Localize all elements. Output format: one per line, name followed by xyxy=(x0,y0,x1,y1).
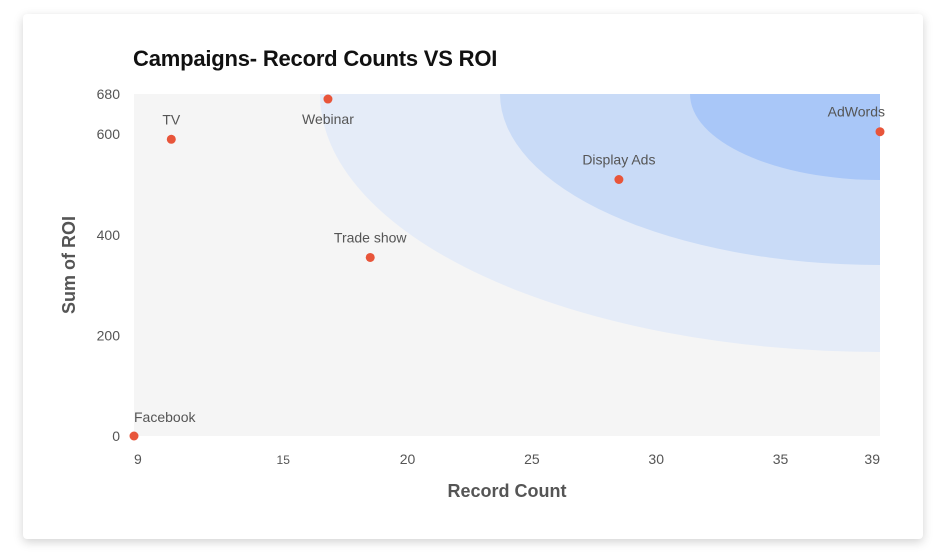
data-point-label: Webinar xyxy=(302,111,354,127)
x-tick-label: 20 xyxy=(400,451,416,467)
data-point-label: Facebook xyxy=(134,409,196,425)
x-axis-label: Record Count xyxy=(448,481,567,501)
x-tick-label: 9 xyxy=(134,451,142,467)
y-tick-label: 400 xyxy=(97,227,121,243)
x-tick-label: 35 xyxy=(773,451,789,467)
y-axis-ticks: 0 200 400 600 680 xyxy=(97,86,121,444)
x-axis-ticks: 9 15 20 25 30 35 39 xyxy=(134,451,880,467)
roi-band-3 xyxy=(690,94,880,180)
data-point-label: Display Ads xyxy=(582,152,655,168)
x-tick-label: 15 xyxy=(277,453,291,467)
y-tick-label: 0 xyxy=(112,428,120,444)
y-tick-label: 600 xyxy=(97,126,121,142)
x-tick-label: 39 xyxy=(864,451,880,467)
y-axis-label: Sum of ROI xyxy=(59,216,79,314)
data-point[interactable] xyxy=(614,175,624,184)
data-point-label: Trade show xyxy=(334,229,408,245)
roi-bands xyxy=(320,94,880,352)
x-tick-label: 30 xyxy=(648,451,664,467)
data-point[interactable] xyxy=(875,127,885,137)
data-point[interactable] xyxy=(365,252,375,262)
data-point[interactable] xyxy=(323,94,333,104)
x-tick-label: 25 xyxy=(524,451,540,467)
data-point[interactable] xyxy=(129,431,139,441)
data-points: Facebook TV Webinar Trade show Display Ads Ad… xyxy=(129,94,885,441)
data-point-label: AdWords xyxy=(828,104,885,120)
y-tick-label: 680 xyxy=(97,86,121,102)
data-point-label: TV xyxy=(162,111,181,127)
y-tick-label: 200 xyxy=(97,327,121,343)
data-point[interactable] xyxy=(166,134,176,144)
chart-title: Campaigns- Record Counts VS ROI xyxy=(133,46,498,71)
